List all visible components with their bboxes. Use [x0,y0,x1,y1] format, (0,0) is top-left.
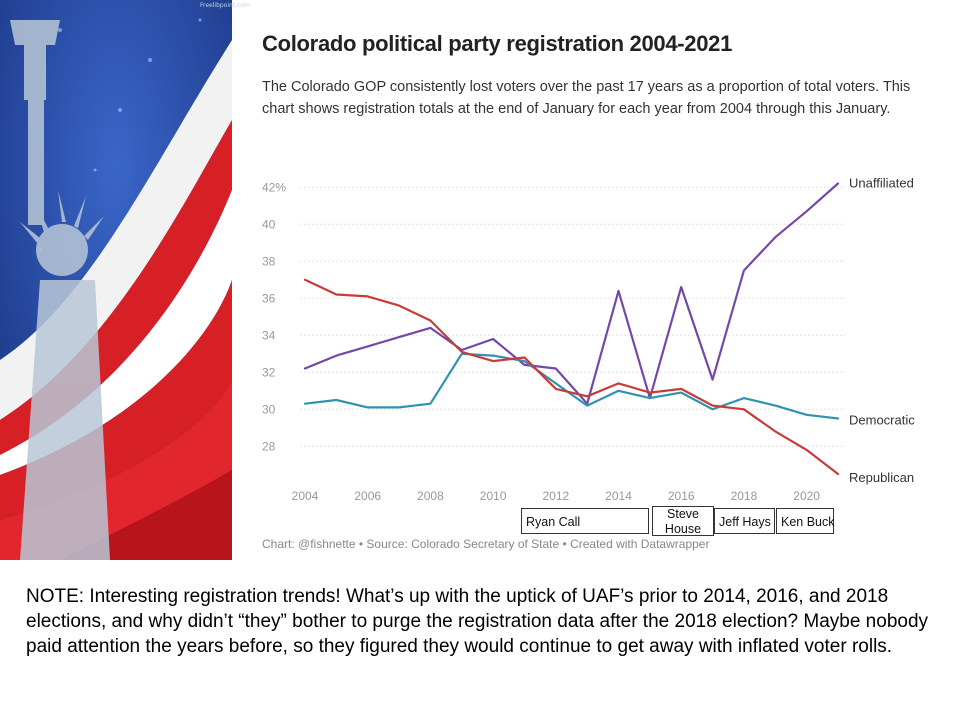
y-tick-label: 36 [262,291,276,305]
series-line-republican [303,278,840,476]
annotation-steve-house: Steve House [652,506,714,536]
x-tick-label: 2010 [480,489,507,503]
chart-subtitle: The Colorado GOP consistently lost voter… [262,79,911,117]
series-label-unaffiliated: Unaffiliated [849,176,914,191]
y-tick-label: 28 [262,439,276,453]
y-tick-label: 32 [262,365,276,379]
y-tick-label: 34 [262,328,276,342]
series-label-democratic: Democratic [849,413,915,428]
y-tick-label: 30 [262,402,276,416]
x-tick-label: 2014 [605,489,632,503]
watermark: Freelibpoint.com [200,2,250,9]
x-tick-label: 2018 [731,489,758,503]
patriotic-flag-image [0,0,232,560]
y-tick-label: 38 [262,254,276,268]
series-line-democratic [303,352,840,420]
annotation-ken-buck: Ken Buck [776,508,835,534]
annotation-ryan-call: Ryan Call [521,508,649,534]
x-tick-label: 2020 [793,489,820,503]
chart-title: Colorado political party registration 20… [262,31,733,56]
series-label-republican: Republican [849,470,914,485]
note-text: NOTE: Interesting registration trends! W… [26,586,929,657]
x-tick-label: 2012 [542,489,569,503]
y-tick-label: 40 [262,217,276,231]
x-tick-label: 2004 [292,489,319,503]
x-tick-label: 2016 [668,489,695,503]
chart-credit: Chart: @fishnette • Source: Colorado Sec… [262,537,710,551]
y-tick-label: 42% [262,180,286,194]
series-line-unaffiliated [303,182,840,405]
x-tick-label: 2006 [354,489,381,503]
annotation-jeff-hays: Jeff Hays [714,508,775,534]
x-tick-label: 2008 [417,489,444,503]
